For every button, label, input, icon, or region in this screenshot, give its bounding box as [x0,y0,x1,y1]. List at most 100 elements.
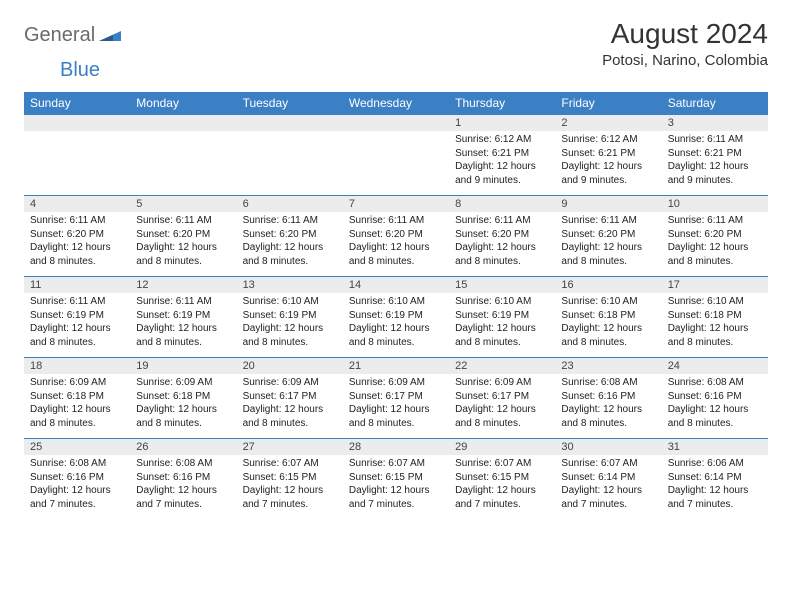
day-text-cell: Sunrise: 6:10 AMSunset: 6:19 PMDaylight:… [343,293,449,358]
day-text-cell [237,131,343,196]
day-number: 3 [662,115,768,131]
day-number: 8 [449,196,555,212]
day-number-cell: 18 [24,358,130,375]
day-text-cell: Sunrise: 6:09 AMSunset: 6:18 PMDaylight:… [24,374,130,439]
day-number-cell: 24 [662,358,768,375]
day-text-cell: Sunrise: 6:07 AMSunset: 6:15 PMDaylight:… [237,455,343,519]
day-number-cell: 3 [662,115,768,132]
week-daynum-row: 18192021222324 [24,358,768,375]
logo-flag-icon [99,25,121,46]
day-number [130,115,236,131]
day-text-cell: Sunrise: 6:11 AMSunset: 6:20 PMDaylight:… [237,212,343,277]
day-number: 23 [555,358,661,374]
day-text-cell: Sunrise: 6:09 AMSunset: 6:18 PMDaylight:… [130,374,236,439]
day-text: Sunrise: 6:07 AMSunset: 6:15 PMDaylight:… [237,455,343,519]
day-number-cell [24,115,130,132]
day-text-cell: Sunrise: 6:09 AMSunset: 6:17 PMDaylight:… [343,374,449,439]
day-number-cell: 30 [555,439,661,456]
day-text: Sunrise: 6:10 AMSunset: 6:18 PMDaylight:… [662,293,768,357]
day-number: 10 [662,196,768,212]
day-text: Sunrise: 6:11 AMSunset: 6:19 PMDaylight:… [24,293,130,357]
day-text-cell: Sunrise: 6:11 AMSunset: 6:20 PMDaylight:… [449,212,555,277]
week-text-row: Sunrise: 6:11 AMSunset: 6:20 PMDaylight:… [24,212,768,277]
day-number [24,115,130,131]
day-text: Sunrise: 6:10 AMSunset: 6:19 PMDaylight:… [237,293,343,357]
day-number-cell: 7 [343,196,449,213]
day-text: Sunrise: 6:10 AMSunset: 6:18 PMDaylight:… [555,293,661,357]
day-text-cell: Sunrise: 6:06 AMSunset: 6:14 PMDaylight:… [662,455,768,519]
day-text: Sunrise: 6:07 AMSunset: 6:14 PMDaylight:… [555,455,661,519]
day-text-cell: Sunrise: 6:08 AMSunset: 6:16 PMDaylight:… [662,374,768,439]
day-text-cell: Sunrise: 6:11 AMSunset: 6:20 PMDaylight:… [343,212,449,277]
day-number: 11 [24,277,130,293]
day-number-cell: 1 [449,115,555,132]
day-number: 17 [662,277,768,293]
day-text: Sunrise: 6:11 AMSunset: 6:21 PMDaylight:… [662,131,768,195]
day-text: Sunrise: 6:09 AMSunset: 6:17 PMDaylight:… [449,374,555,438]
day-text: Sunrise: 6:07 AMSunset: 6:15 PMDaylight:… [343,455,449,519]
day-header: Friday [555,92,661,115]
day-number: 15 [449,277,555,293]
day-text: Sunrise: 6:09 AMSunset: 6:18 PMDaylight:… [24,374,130,438]
day-text-cell: Sunrise: 6:10 AMSunset: 6:19 PMDaylight:… [237,293,343,358]
logo-text-general: General [24,24,95,47]
week-text-row: Sunrise: 6:11 AMSunset: 6:19 PMDaylight:… [24,293,768,358]
day-number: 2 [555,115,661,131]
day-number: 24 [662,358,768,374]
day-text-cell [130,131,236,196]
day-number-cell: 16 [555,277,661,294]
day-text: Sunrise: 6:08 AMSunset: 6:16 PMDaylight:… [555,374,661,438]
day-text-cell: Sunrise: 6:09 AMSunset: 6:17 PMDaylight:… [449,374,555,439]
day-text-cell [343,131,449,196]
day-header-row: SundayMondayTuesdayWednesdayThursdayFrid… [24,92,768,115]
day-text-cell: Sunrise: 6:11 AMSunset: 6:20 PMDaylight:… [555,212,661,277]
day-number-cell: 17 [662,277,768,294]
location-text: Potosi, Narino, Colombia [602,52,768,69]
day-text: Sunrise: 6:12 AMSunset: 6:21 PMDaylight:… [555,131,661,195]
calendar-table: SundayMondayTuesdayWednesdayThursdayFrid… [24,92,768,519]
day-number: 31 [662,439,768,455]
day-number: 29 [449,439,555,455]
day-number [237,115,343,131]
day-number-cell: 23 [555,358,661,375]
day-text: Sunrise: 6:07 AMSunset: 6:15 PMDaylight:… [449,455,555,519]
day-text-cell: Sunrise: 6:07 AMSunset: 6:15 PMDaylight:… [449,455,555,519]
day-text: Sunrise: 6:11 AMSunset: 6:19 PMDaylight:… [130,293,236,357]
day-text: Sunrise: 6:10 AMSunset: 6:19 PMDaylight:… [343,293,449,357]
day-number: 13 [237,277,343,293]
logo-text-blue: Blue [60,59,100,82]
day-text-cell [24,131,130,196]
day-text: Sunrise: 6:08 AMSunset: 6:16 PMDaylight:… [130,455,236,519]
day-text-cell: Sunrise: 6:08 AMSunset: 6:16 PMDaylight:… [555,374,661,439]
day-number-cell: 5 [130,196,236,213]
day-number-cell [130,115,236,132]
day-number: 28 [343,439,449,455]
day-text-cell: Sunrise: 6:07 AMSunset: 6:14 PMDaylight:… [555,455,661,519]
day-number-cell: 26 [130,439,236,456]
day-text: Sunrise: 6:11 AMSunset: 6:20 PMDaylight:… [449,212,555,276]
day-text: Sunrise: 6:11 AMSunset: 6:20 PMDaylight:… [130,212,236,276]
day-text: Sunrise: 6:08 AMSunset: 6:16 PMDaylight:… [24,455,130,519]
day-text [237,131,343,195]
day-number-cell: 29 [449,439,555,456]
week-daynum-row: 11121314151617 [24,277,768,294]
day-header: Sunday [24,92,130,115]
logo: General [24,18,123,47]
day-number-cell: 21 [343,358,449,375]
day-text: Sunrise: 6:11 AMSunset: 6:20 PMDaylight:… [237,212,343,276]
day-number-cell: 22 [449,358,555,375]
day-number-cell: 28 [343,439,449,456]
day-text [130,131,236,195]
day-text-cell: Sunrise: 6:11 AMSunset: 6:20 PMDaylight:… [24,212,130,277]
day-header: Tuesday [237,92,343,115]
week-text-row: Sunrise: 6:09 AMSunset: 6:18 PMDaylight:… [24,374,768,439]
day-number: 26 [130,439,236,455]
day-number-cell: 15 [449,277,555,294]
day-text: Sunrise: 6:11 AMSunset: 6:20 PMDaylight:… [555,212,661,276]
day-number: 19 [130,358,236,374]
day-text-cell: Sunrise: 6:12 AMSunset: 6:21 PMDaylight:… [555,131,661,196]
day-text-cell: Sunrise: 6:11 AMSunset: 6:20 PMDaylight:… [662,212,768,277]
day-number: 9 [555,196,661,212]
day-text-cell: Sunrise: 6:11 AMSunset: 6:20 PMDaylight:… [130,212,236,277]
day-number-cell: 10 [662,196,768,213]
